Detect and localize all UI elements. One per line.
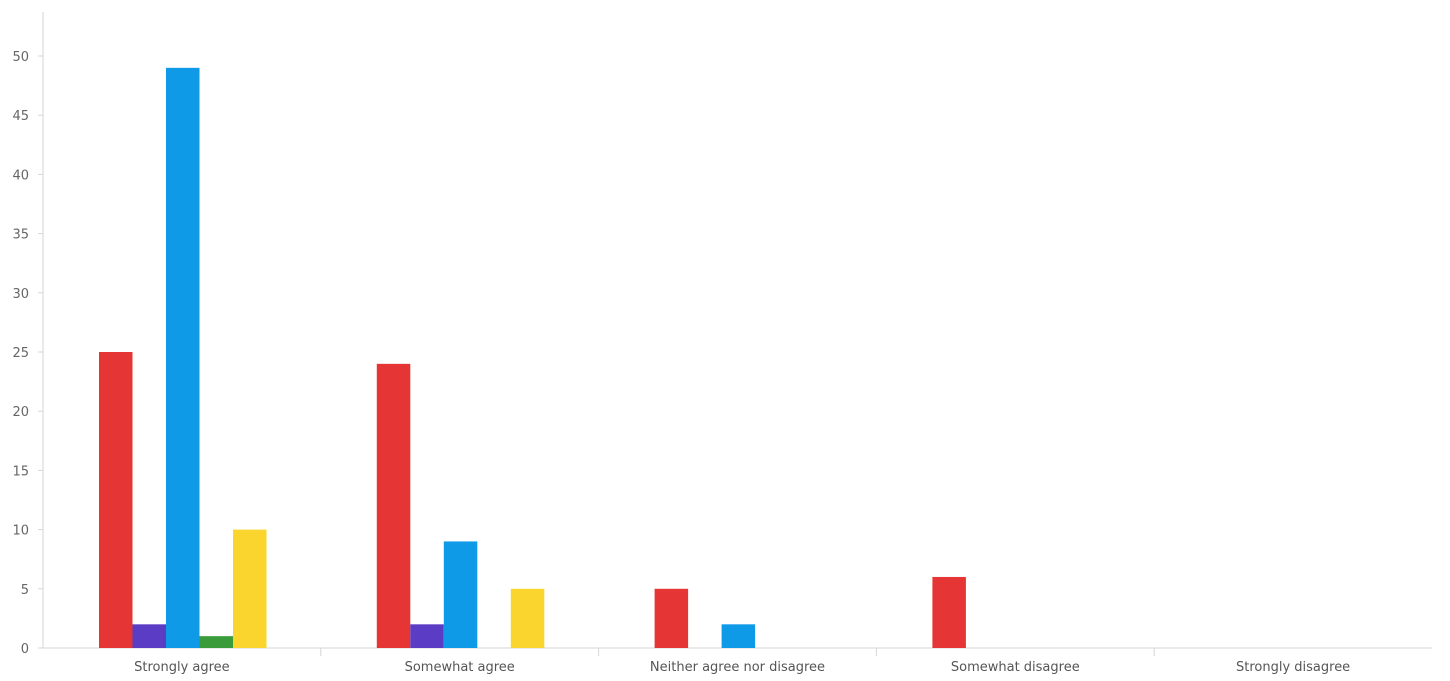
- x-category-label: Strongly disagree: [1236, 660, 1350, 675]
- bar[interactable]: [510, 588, 545, 648]
- bar[interactable]: [166, 67, 200, 649]
- y-axis: 0 5 10 15 20 25 30 35 40 45 50: [12, 12, 44, 657]
- y-tick-label: 25: [12, 346, 29, 361]
- y-tick-label: 0: [21, 642, 29, 657]
- y-tick-label: 5: [21, 583, 29, 598]
- bar[interactable]: [99, 352, 133, 648]
- bar[interactable]: [376, 363, 411, 648]
- x-category-label: Somewhat agree: [405, 660, 515, 675]
- y-tick-label: 20: [12, 405, 29, 420]
- bar[interactable]: [199, 636, 234, 648]
- y-tick-label: 45: [12, 109, 29, 124]
- y-tick-label: 35: [12, 228, 29, 243]
- y-tick-label: 30: [12, 287, 29, 302]
- bar[interactable]: [932, 576, 966, 648]
- y-tick-label: 10: [12, 524, 29, 539]
- y-tick-label: 15: [12, 464, 29, 479]
- bar[interactable]: [410, 624, 444, 648]
- bar[interactable]: [654, 588, 689, 648]
- bar[interactable]: [721, 624, 756, 648]
- x-axis: Strongly agree Somewhat agree Neither agre…: [43, 647, 1432, 675]
- x-category-label: Somewhat disagree: [951, 660, 1080, 675]
- bar[interactable]: [132, 624, 167, 648]
- x-category-label: Strongly agree: [134, 660, 230, 675]
- bar[interactable]: [443, 541, 478, 648]
- x-category-label: Neither agree nor disagree: [650, 660, 825, 675]
- bar[interactable]: [233, 529, 267, 648]
- bars-group: [99, 67, 966, 649]
- y-tick-label: 50: [12, 50, 29, 65]
- y-tick-label: 40: [12, 168, 29, 183]
